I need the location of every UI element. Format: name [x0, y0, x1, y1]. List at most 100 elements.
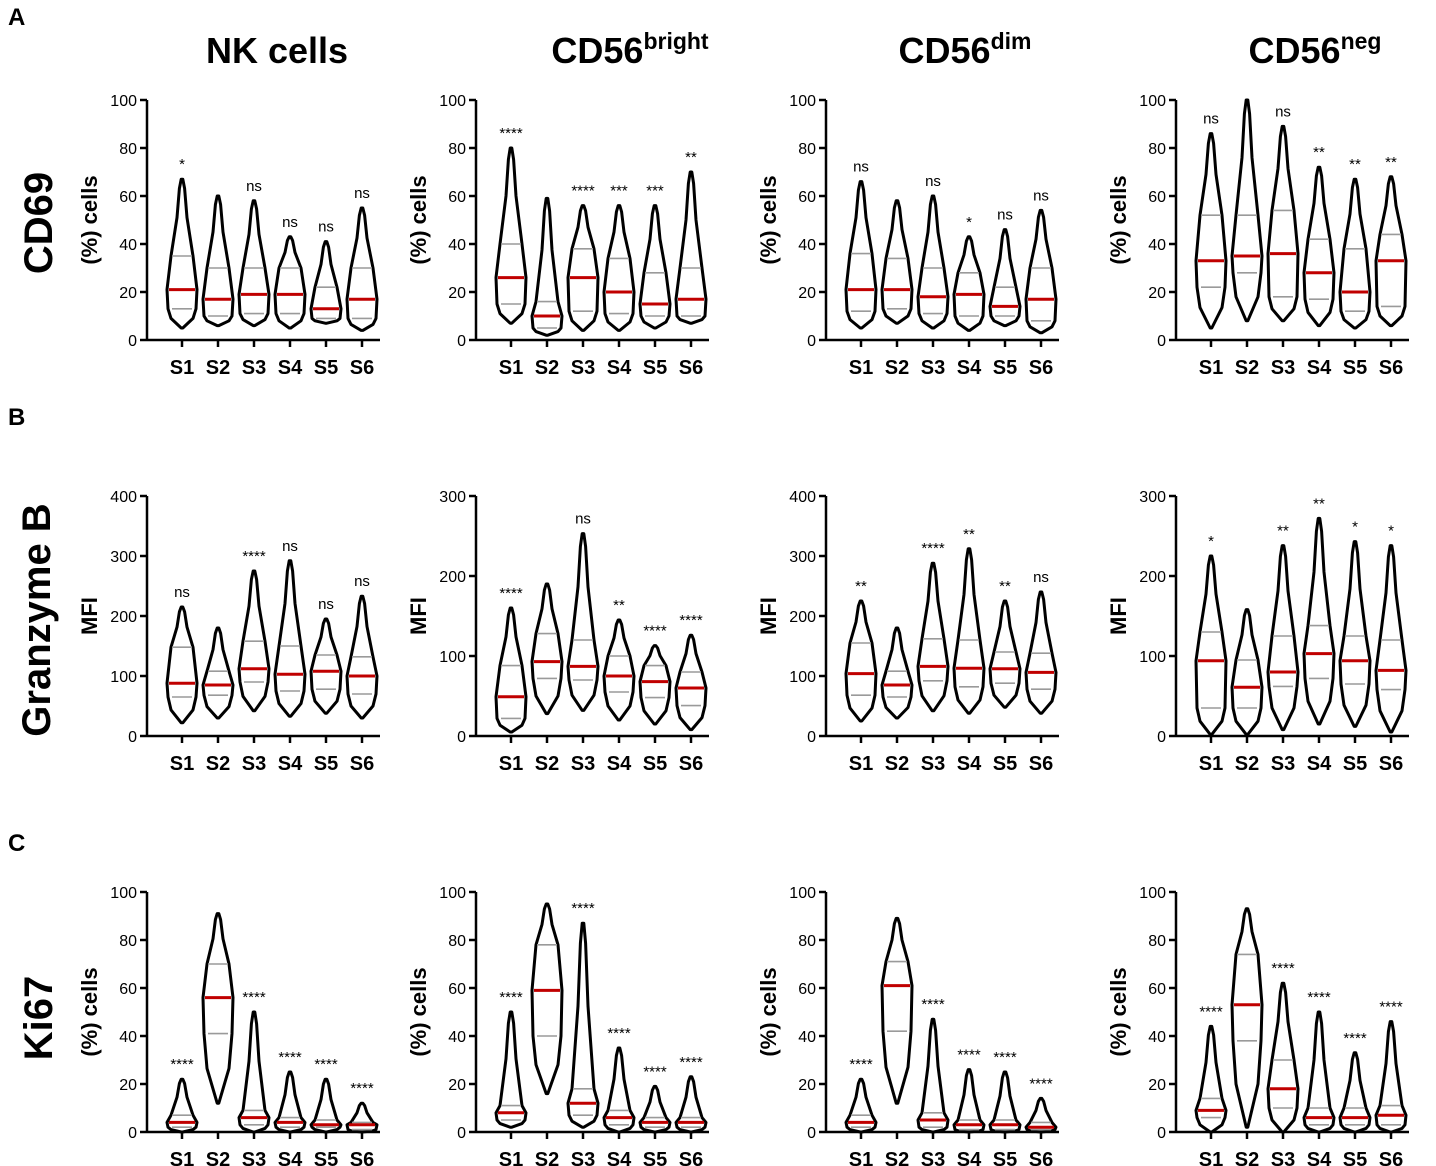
significance-label: ns [997, 207, 1013, 224]
violin-s3 [566, 204, 600, 332]
violin-s6 [1374, 544, 1408, 734]
y-tick-label: 0 [1157, 333, 1166, 350]
column-title-cd56-dim: CD56dim [860, 28, 1070, 72]
x-tick-label-s6: S6 [1029, 753, 1053, 775]
violin-s4 [952, 235, 986, 332]
x-tick-label-s1: S1 [849, 753, 873, 775]
violin-s3 [1266, 124, 1300, 323]
y-axis-label: MFI [406, 597, 431, 635]
violin-s1 [494, 1010, 528, 1129]
violin-s3 [566, 921, 600, 1129]
violin-s6 [1024, 1096, 1058, 1134]
violin-s3 [1266, 981, 1300, 1134]
violin-s2 [201, 626, 235, 720]
y-axis-label: (%) cells [1106, 967, 1131, 1056]
violin-s4 [1302, 165, 1336, 328]
y-tick-label: 80 [119, 141, 137, 158]
y-tick-label: 20 [448, 285, 466, 302]
y-tick-label: 400 [110, 489, 137, 506]
y-tick-label: 0 [807, 729, 816, 746]
violin-chart-9: 0 20 40 60 80 100 (%) cells S1 **** S2 S3 **** S4 ***… [77, 885, 380, 1166]
violin-s1 [165, 177, 199, 330]
significance-label: ns [925, 173, 941, 190]
violin-chart-8: 0 100 200 300 MFI S1 * S2 S3 ** S4 ** S5 * S6 * [1106, 489, 1409, 775]
significance-label: ns [1033, 569, 1049, 586]
significance-label: * [966, 214, 972, 231]
violin-s2 [1230, 98, 1264, 323]
x-tick-label-s2: S2 [206, 753, 230, 775]
y-tick-label: 300 [1139, 489, 1166, 506]
significance-label: ** [1313, 144, 1325, 161]
column-title-main: CD56 [898, 30, 991, 71]
y-tick-label: 0 [1157, 729, 1166, 746]
violin-s5 [988, 1070, 1022, 1134]
y-tick-label: 60 [119, 981, 137, 998]
x-tick-label-s5: S5 [643, 753, 667, 775]
x-tick-label-s5: S5 [643, 357, 667, 379]
x-tick-label-s1: S1 [499, 1149, 523, 1166]
violin-s3 [566, 532, 600, 712]
y-tick-label: 20 [1148, 1077, 1166, 1094]
significance-label: ** [1385, 154, 1397, 171]
y-tick-label: 100 [439, 649, 466, 666]
y-tick-label: 40 [798, 237, 816, 254]
violin-s6 [345, 206, 379, 332]
x-tick-label-s2: S2 [1235, 1149, 1259, 1166]
x-tick-label-s4: S4 [607, 357, 632, 379]
violin-s1 [844, 180, 878, 330]
y-tick-label: 60 [798, 981, 816, 998]
x-tick-label-s6: S6 [350, 1149, 374, 1166]
significance-label: ns [282, 538, 298, 555]
y-tick-label: 20 [448, 1077, 466, 1094]
column-title-sup: neg [1340, 28, 1382, 54]
y-tick-label: 100 [1139, 649, 1166, 666]
panel-label-c: C [8, 830, 26, 857]
violin-s5 [638, 644, 672, 726]
violin-chart-11: 0 20 40 60 80 100 (%) cells S1 **** S2 S3 **** S4 ***… [756, 885, 1059, 1166]
x-tick-label-s4: S4 [278, 357, 303, 379]
x-tick-label-s2: S2 [885, 357, 909, 379]
violin-chart-3: 0 20 40 60 80 100 (%) cells S1 ns S2 S3 ns S4 * S5 ns S6… [756, 93, 1059, 379]
y-axis-label: (%) cells [77, 967, 102, 1056]
y-tick-label: 0 [457, 1125, 466, 1142]
x-tick-label-s6: S6 [350, 357, 374, 379]
x-tick-label-s4: S4 [278, 753, 303, 775]
violin-s6 [1374, 1020, 1408, 1134]
x-tick-label-s2: S2 [535, 357, 559, 379]
significance-label: **** [242, 989, 266, 1006]
panel-label-b: B [8, 404, 26, 431]
y-tick-label: 40 [448, 237, 466, 254]
column-title-cd56-neg: CD56neg [1210, 28, 1420, 72]
significance-label: **** [679, 612, 703, 629]
y-tick-label: 100 [439, 93, 466, 110]
significance-label: ns [246, 178, 262, 195]
y-axis-label: (%) cells [756, 175, 781, 264]
violin-s5 [1338, 1051, 1372, 1134]
violin-s5 [638, 1084, 672, 1134]
y-tick-label: 20 [119, 1077, 137, 1094]
violin-s5 [309, 1077, 343, 1134]
y-axis-label: (%) cells [406, 967, 431, 1056]
x-tick-label-s3: S3 [242, 1149, 266, 1166]
violin-s1 [494, 606, 528, 734]
x-tick-label-s1: S1 [499, 753, 523, 775]
y-tick-label: 60 [1148, 981, 1166, 998]
y-axis-label: (%) cells [756, 967, 781, 1056]
y-axis-label: (%) cells [1106, 175, 1131, 264]
significance-label: ns [354, 185, 370, 202]
column-title-nk-cells: NK cells [167, 30, 387, 72]
x-tick-label-s6: S6 [679, 1149, 703, 1166]
y-tick-label: 20 [1148, 285, 1166, 302]
significance-label: ** [613, 597, 625, 614]
y-tick-label: 80 [448, 933, 466, 950]
y-tick-label: 300 [439, 489, 466, 506]
x-tick-label-s1: S1 [849, 357, 873, 379]
panel-label-a: A [8, 4, 26, 31]
x-tick-label-s6: S6 [1029, 357, 1053, 379]
y-tick-label: 60 [119, 189, 137, 206]
significance-label: * [1352, 519, 1358, 536]
x-tick-label-s2: S2 [206, 1149, 230, 1166]
significance-label: ns [1203, 111, 1219, 128]
